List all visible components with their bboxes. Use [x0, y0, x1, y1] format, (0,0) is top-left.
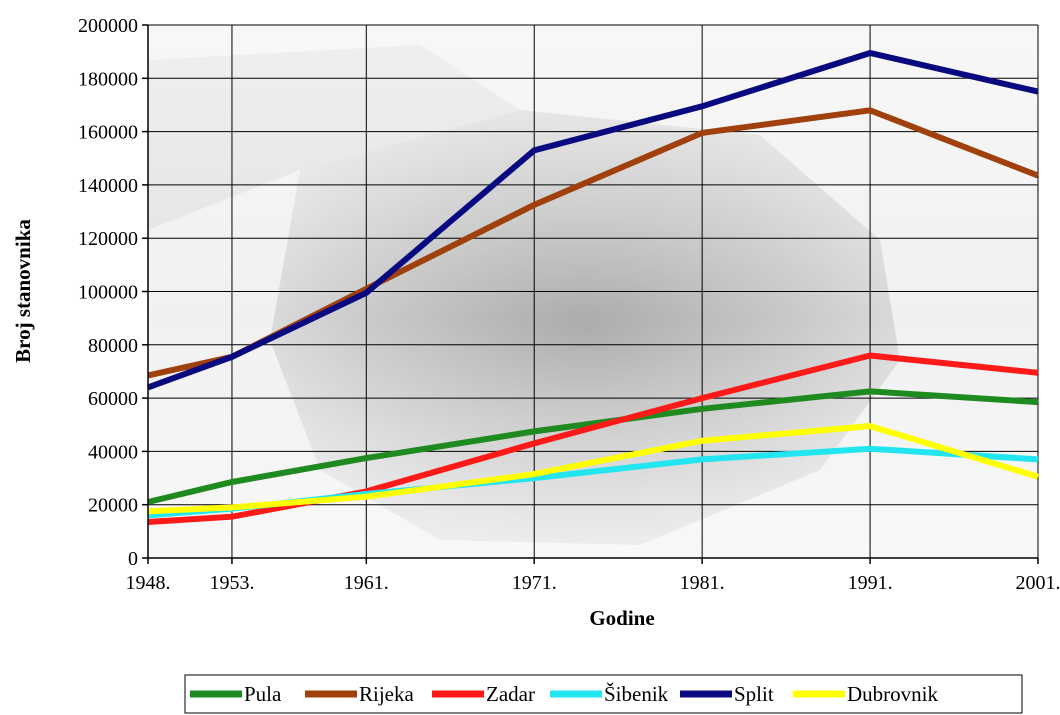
x-tick-label: 1953. — [209, 572, 254, 594]
series-line-zadar — [147, 352, 1039, 525]
y-tick-label: 140000 — [78, 175, 138, 197]
series-line-dubrovnik — [147, 423, 1039, 515]
legend-label--ibenik: Šibenik — [604, 682, 669, 706]
legend: Pula Rijeka Zadar Šibenik Split Dubrovnik — [184, 674, 1023, 714]
y-tick-label: 0 — [128, 548, 138, 570]
legend-label-pula: Pula — [244, 682, 282, 706]
x-tick-label: 1948. — [126, 572, 171, 594]
legend-label-zadar: Zadar — [486, 682, 535, 706]
y-tick-label: 80000 — [88, 335, 138, 357]
y-axis-ticks: 0 20000 40000 60000 80000 100000 120000 140000 1… — [78, 15, 148, 570]
y-tick-label: 20000 — [88, 495, 138, 517]
y-tick-label: 180000 — [78, 68, 138, 90]
y-tick-label: 200000 — [78, 15, 138, 37]
x-axis-title: Godine — [589, 606, 654, 630]
y-tick-label: 160000 — [78, 122, 138, 144]
x-axis-ticks: 1948. 1953. 1961. 1971. 1981. 1991. 2001. — [126, 558, 1060, 594]
y-tick-label: 120000 — [78, 228, 138, 250]
grid-lines — [148, 24, 1039, 558]
series-line-split — [146, 49, 1039, 391]
y-tick-label: 60000 — [88, 388, 138, 410]
y-tick-label: 100000 — [78, 282, 138, 304]
legend-label-rijeka: Rijeka — [359, 682, 414, 706]
legend-label-dubrovnik: Dubrovnik — [847, 682, 938, 706]
x-tick-label: 2001. — [1016, 572, 1060, 594]
legend-label-split: Split — [734, 682, 774, 706]
series-layer — [146, 49, 1040, 525]
series-line-pula — [147, 388, 1039, 505]
x-tick-label: 1991. — [848, 572, 893, 594]
x-tick-label: 1961. — [344, 572, 389, 594]
x-tick-label: 1981. — [680, 572, 725, 594]
x-tick-label: 1971. — [512, 572, 557, 594]
y-tick-label: 40000 — [88, 441, 138, 463]
y-axis-title: Broj stanovnika — [11, 219, 35, 363]
